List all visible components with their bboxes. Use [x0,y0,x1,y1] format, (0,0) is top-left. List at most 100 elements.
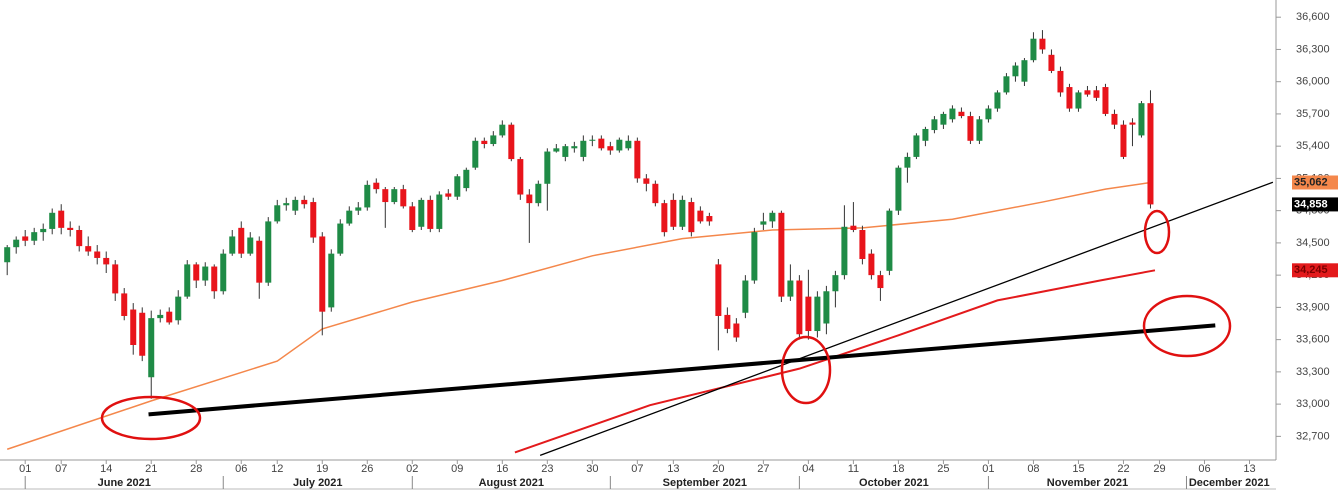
x-tick-label: 11 [848,463,859,475]
candle-body [697,210,704,222]
candle-body [13,239,20,248]
x-tick-label: 28 [190,463,202,475]
candle-body [193,264,200,281]
candle-body [805,296,812,332]
candle-body [508,124,515,160]
candle-body [472,140,479,168]
trend-line [539,181,1274,456]
candle-body [1030,38,1037,61]
month-label: October 2021 [859,477,929,489]
candle-body [463,169,470,189]
candle-body [202,266,209,281]
circle-annotation [100,395,202,441]
candle-body [616,139,623,151]
candle-body [1048,54,1055,71]
candle-body [1066,87,1073,109]
candle-body [625,140,632,149]
candle-body [166,311,173,323]
candle-body [490,135,497,145]
price-tag [1292,175,1338,190]
x-tick-label: 20 [712,463,724,475]
x-tick-label: 18 [892,463,904,475]
candle-body [958,111,965,117]
candle-body [373,182,380,190]
candle-body [319,236,326,312]
candle-body [688,202,695,233]
candle-body [850,225,857,230]
circle-annotation [1142,294,1232,358]
candle-body [913,135,920,157]
x-tick-label: 07 [631,463,643,475]
candle-body [76,230,83,247]
candle-body [589,139,596,141]
x-tick-label: 06 [1198,463,1210,475]
candle-body [121,293,128,316]
candle-body [1111,113,1118,125]
candle-body [1093,90,1100,98]
candle-body [94,251,101,258]
candle-body [1075,92,1082,109]
x-tick-label: 26 [361,463,373,475]
y-tick-label: 32,700 [1296,430,1330,442]
candle-body [823,291,830,324]
price-tag [1292,197,1338,212]
candle-body [481,140,488,145]
candle-body [1003,76,1010,93]
y-tick-label: 33,000 [1296,398,1330,410]
candle-body [634,140,641,179]
x-tick-label: 25 [937,463,949,475]
candle-body [742,280,749,313]
x-tick-label: 12 [271,463,283,475]
candle-body [598,138,605,149]
candle-body [877,275,884,289]
candle-body [580,140,587,157]
x-tick-label: 13 [667,463,679,475]
candle-body [1012,65,1019,77]
candle-body [796,280,803,335]
y-tick-label: 36,300 [1296,43,1330,55]
candle-body [112,264,119,294]
candle-body [499,124,506,136]
candle-body [454,176,461,197]
candle-body [1021,60,1028,82]
month-label: June 2021 [98,477,151,489]
candle-body [157,314,164,319]
candle-body [562,146,569,157]
x-tick-label: 02 [406,463,418,475]
candle-body [1147,103,1154,205]
candle-body [994,92,1001,109]
candle-body [1057,70,1064,93]
x-tick-label: 13 [1243,463,1255,475]
candle-body [895,167,902,211]
candle-body [337,223,344,254]
candle-body [22,236,29,241]
candle-body [922,128,929,141]
candle-body [409,206,416,230]
candle-body [67,227,74,230]
candle-body [40,228,47,233]
candle-body [1120,124,1127,157]
x-tick-label: 30 [586,463,598,475]
candle-body [751,232,758,281]
y-tick-label: 36,600 [1296,11,1330,23]
candle-body [670,199,677,227]
y-tick-label: 35,700 [1296,108,1330,120]
candle-body [832,275,839,292]
candle-body [139,312,146,356]
price-tag [1292,263,1338,278]
y-tick-label: 34,500 [1296,237,1330,249]
candle-body [715,264,722,316]
candle-body [355,207,362,211]
price-tag-label: 35,062 [1294,176,1328,188]
x-tick-label: 01 [19,463,31,475]
trend-line [148,323,1216,417]
x-tick-label: 21 [145,463,157,475]
candle-body [382,189,389,203]
candle-body [760,221,767,225]
month-label: July 2021 [293,477,343,489]
month-label: November 2021 [1047,477,1128,489]
candle-body [238,227,245,254]
candle-body [535,183,542,204]
candle-body [301,199,308,205]
